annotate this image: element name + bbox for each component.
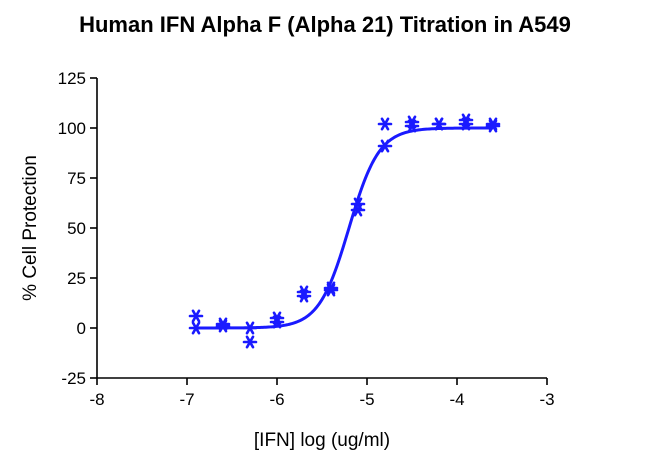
x-tick-label: -8 xyxy=(89,390,104,409)
data-point xyxy=(404,119,420,133)
x-tick-label: -5 xyxy=(359,390,374,409)
data-points-layer xyxy=(188,113,501,349)
y-tick-label: 75 xyxy=(67,169,86,188)
fit-curve-layer xyxy=(196,126,494,330)
data-point xyxy=(215,319,231,333)
data-point xyxy=(377,117,393,131)
data-point xyxy=(242,335,258,349)
data-point xyxy=(242,321,258,335)
y-tick-label: 0 xyxy=(77,319,86,338)
y-tick-label: 125 xyxy=(58,69,86,88)
data-point xyxy=(269,315,285,329)
x-axis-label: [IFN] log (ug/ml) xyxy=(254,430,390,451)
x-tick-label: -6 xyxy=(269,390,284,409)
x-tick-label: -3 xyxy=(539,390,554,409)
data-point xyxy=(323,283,339,297)
y-tick-label: 100 xyxy=(58,119,86,138)
y-tick-label: -25 xyxy=(61,369,86,388)
data-point xyxy=(485,119,501,133)
data-point xyxy=(431,117,447,131)
data-point xyxy=(188,309,204,323)
y-axis-label: % Cell Protection xyxy=(20,155,41,301)
fit-curve xyxy=(196,126,494,330)
data-point xyxy=(377,139,393,153)
x-tick-label: -7 xyxy=(179,390,194,409)
x-tick-label: -4 xyxy=(449,390,464,409)
data-point xyxy=(296,289,312,303)
data-point xyxy=(350,203,366,217)
chart-title: Human IFN Alpha F (Alpha 21) Titration i… xyxy=(79,12,571,37)
data-point xyxy=(188,321,204,335)
y-tick-label: 25 xyxy=(67,269,86,288)
y-tick-label: 50 xyxy=(67,219,86,238)
axes: -25 0 25 50 75 100 125 -8 -7 -6 -5 -4 -3 xyxy=(58,69,555,409)
data-point xyxy=(458,117,474,131)
